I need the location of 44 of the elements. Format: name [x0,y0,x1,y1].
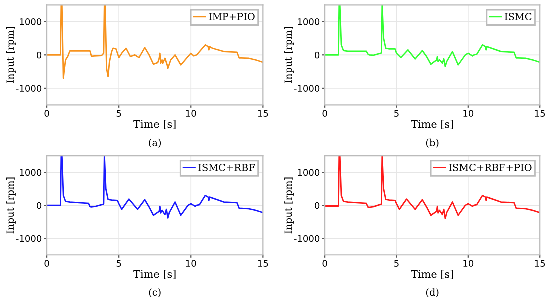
y-tick-label: 1000 [20,18,42,26]
legend-label: IMP+PIO [209,13,255,20]
legend-label: ISMC+RBF+PIO [449,164,532,172]
x-tick-label: 10 [186,260,196,267]
legend-label: ISMC+RBF [198,164,255,172]
x-tick-label: 15 [535,260,546,267]
text: (d) [426,288,439,298]
x-tick-label: 0 [44,110,50,117]
y-tick-label: 0 [315,52,320,59]
x-tick-label: 15 [535,110,546,117]
y-tick-label: -1000 [16,85,42,92]
y-tick-label: 1000 [298,169,320,176]
y-tick-label: 0 [37,52,42,59]
y-tick-label: 1000 [20,169,42,176]
x-tick-label: 5 [116,110,122,117]
x-tick-label: 5 [394,110,399,117]
x-axis-title: Time [s] [134,120,176,130]
x-tick-label: 15 [258,260,268,267]
x-axis-title: Time [s] [134,270,176,280]
x-tick-label: 0 [322,110,328,117]
x-tick-label: 0 [322,260,328,267]
text: (b) [426,138,439,148]
y-tick-label: 1000 [298,18,320,26]
x-tick-label: 10 [186,110,196,117]
x-tick-label: 5 [116,260,122,267]
legend-label: ISMC [504,13,532,20]
x-tick-label: 15 [258,110,268,117]
text: (a) [149,138,162,148]
y-tick-label: -1000 [16,235,42,242]
y-axis-title: Input [rpm] [284,178,294,234]
x-tick-label: 0 [44,260,50,267]
x-tick-label: 5 [394,260,399,267]
y-axis-title: Input [rpm] [284,27,294,84]
x-tick-label: 10 [464,110,474,117]
y-tick-label: 0 [315,202,320,210]
x-axis-title: Time [s] [411,270,454,280]
y-axis-title: Input [rpm] [6,178,16,234]
y-tick-label: -1000 [294,235,320,242]
text: (c) [149,288,161,298]
y-tick-label: 0 [37,202,42,210]
y-tick-label: -1000 [294,85,320,92]
y-axis-title: Input [rpm] [6,27,16,84]
x-tick-label: 10 [464,260,474,267]
x-axis-title: Time [s] [411,120,454,130]
